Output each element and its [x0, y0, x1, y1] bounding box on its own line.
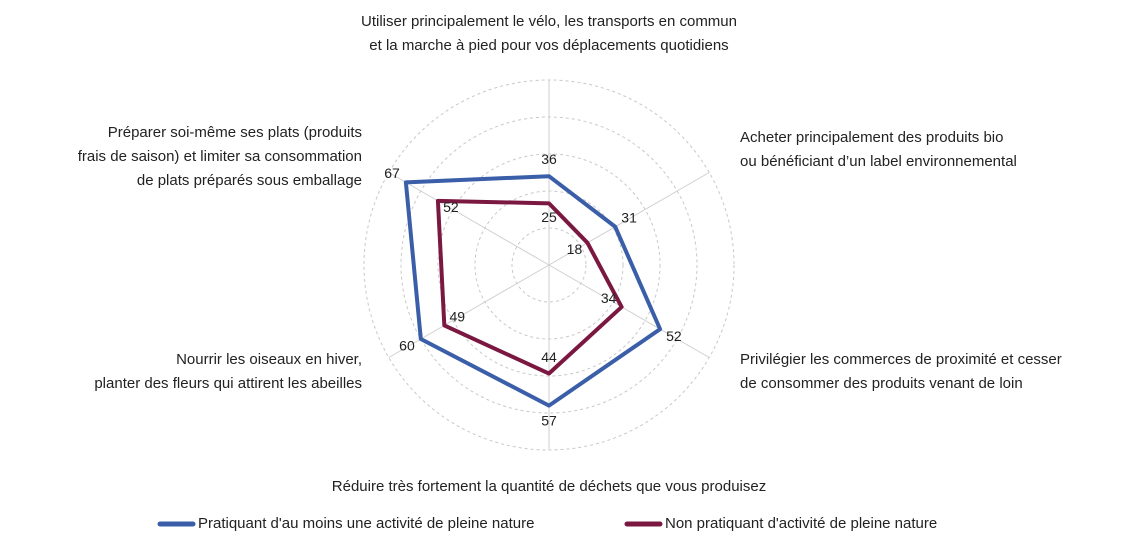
data-label: 36: [541, 151, 557, 167]
axis-label: Préparer soi-même ses plats (produits fr…: [77, 124, 362, 189]
data-label: 52: [443, 199, 459, 215]
data-label: 34: [601, 290, 617, 306]
data-label: 60: [399, 338, 415, 354]
data-label: 44: [541, 349, 557, 365]
axis-label: Réduire très fortement la quantité de dé…: [331, 478, 767, 495]
axis-label: Acheter principalement des produits bio …: [740, 129, 1017, 170]
data-label: 67: [384, 165, 400, 181]
data-label: 25: [541, 209, 557, 225]
data-label: 57: [541, 412, 557, 428]
legend-label: Pratiquant d'au moins une activité de pl…: [198, 515, 534, 532]
legend-label: Non pratiquant d'activité de pleine natu…: [665, 515, 937, 532]
axis-line: [388, 264, 550, 358]
data-label: 49: [450, 309, 466, 325]
axis-line: [548, 264, 710, 358]
axis-line: [548, 172, 710, 266]
axis-label: Nourrir les oiseaux en hiver, planter de…: [94, 351, 362, 392]
series-polygon: [435, 198, 624, 376]
data-label: 52: [666, 328, 682, 344]
data-label: 18: [567, 241, 583, 257]
axis-label: Privilégier les commerces de proximité e…: [740, 351, 1062, 392]
data-label: 31: [621, 209, 637, 225]
axis-line: [388, 172, 550, 266]
series-polygon: [403, 174, 663, 408]
axis-label: Utiliser principalement le vélo, les tra…: [361, 13, 737, 54]
